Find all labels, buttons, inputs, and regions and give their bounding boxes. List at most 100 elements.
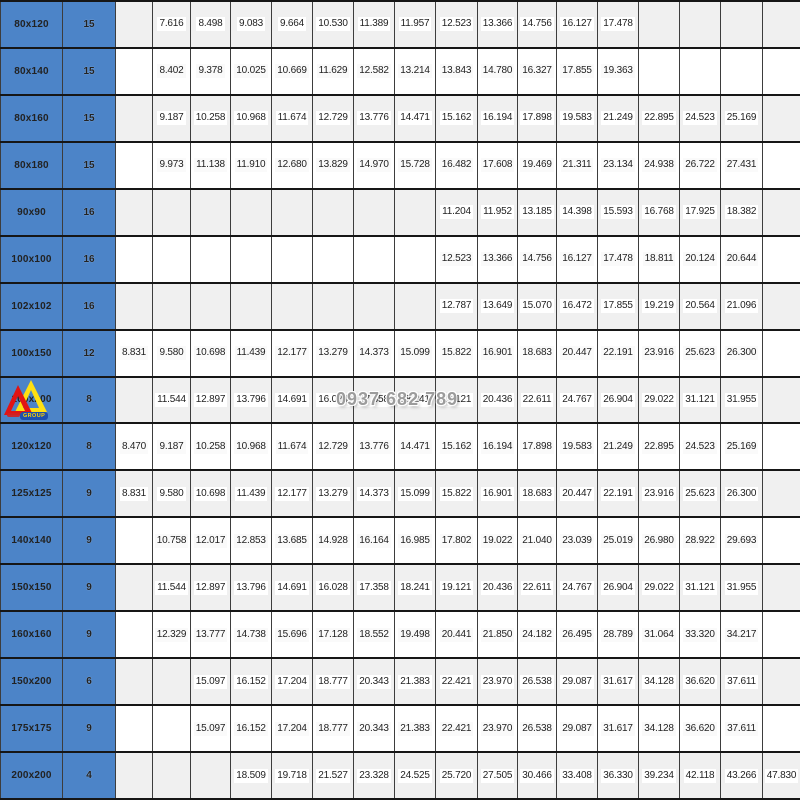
price-cell <box>115 657 153 706</box>
price-cell: 14.756 <box>517 0 557 49</box>
count-cell: 15 <box>62 0 116 49</box>
price-cell: 30.466 <box>517 751 557 800</box>
size-cell: 90x90 <box>0 187 63 237</box>
price-cell: 29.087 <box>556 704 598 753</box>
price-cell: 28.789 <box>597 610 639 659</box>
price-cell: 10.968 <box>230 93 272 143</box>
price-cell: 10.025 <box>230 46 272 96</box>
price-cell: 21.040 <box>517 516 557 565</box>
table-row: 140x140 9 10.758 12.017 12.853 13.685 14.928 16… <box>0 516 800 565</box>
price-cell: 22.895 <box>638 422 680 471</box>
size-cell: 100x100 <box>0 234 63 284</box>
price-cell: 24.767 <box>556 375 598 424</box>
price-cell: 24.938 <box>638 140 680 190</box>
brand-logo: GROUP <box>4 379 52 421</box>
price-cell: 16.901 <box>477 328 518 377</box>
price-cell: 17.478 <box>597 234 639 284</box>
price-cell: 23.328 <box>353 751 395 800</box>
price-cell: 20.447 <box>556 469 598 518</box>
price-cell: 26.904 <box>597 563 639 612</box>
price-cell: 12.787 <box>435 281 478 331</box>
price-cell: 9.664 <box>271 0 313 49</box>
price-cell: 14.398 <box>556 187 598 237</box>
price-cell: 14.970 <box>353 140 395 190</box>
price-cell: 16.152 <box>230 704 272 753</box>
price-cell: 10.698 <box>190 469 231 518</box>
price-cell: 29.022 <box>638 563 680 612</box>
table-row: 100x150 12 8.831 9.580 10.698 11.439 12.177 13.… <box>0 328 800 377</box>
price-cell: 19.583 <box>556 93 598 143</box>
price-cell: 26.538 <box>517 704 557 753</box>
price-cell: 13.366 <box>477 234 518 284</box>
price-cell <box>152 704 191 753</box>
price-cell <box>115 375 153 424</box>
price-cell: 34.128 <box>638 657 680 706</box>
price-cell: 37.611 <box>720 704 763 753</box>
price-cell <box>353 187 395 237</box>
price-cell: 27.431 <box>720 140 763 190</box>
price-cell: 22.421 <box>435 657 478 706</box>
price-cell <box>115 93 153 143</box>
price-cell: 36.330 <box>597 751 639 800</box>
size-cell: 120x120 <box>0 422 63 471</box>
table-row: 80x140 15 8.402 9.378 10.025 10.669 11.629 12.5… <box>0 46 800 96</box>
price-cell: 31.121 <box>679 375 721 424</box>
price-cell: 18.241 <box>394 563 436 612</box>
price-cell: 9.973 <box>152 140 191 190</box>
price-cell <box>230 234 272 284</box>
price-cell: 12.523 <box>435 0 478 49</box>
price-cell: 11.439 <box>230 328 272 377</box>
price-cell <box>762 610 800 659</box>
price-cell: 31.121 <box>679 563 721 612</box>
price-cell: 26.904 <box>597 375 639 424</box>
price-cell <box>638 46 680 96</box>
price-cell: 11.910 <box>230 140 272 190</box>
price-cell: 26.722 <box>679 140 721 190</box>
price-cell: 24.182 <box>517 610 557 659</box>
price-cell: 14.928 <box>312 516 354 565</box>
price-cell: 13.366 <box>477 0 518 49</box>
price-cell: 13.279 <box>312 328 354 377</box>
price-cell: 31.955 <box>720 563 763 612</box>
price-cell <box>152 234 191 284</box>
price-cell: 11.544 <box>152 375 191 424</box>
price-cell: 23.970 <box>477 704 518 753</box>
price-cell: 9.187 <box>152 93 191 143</box>
price-cell: 21.311 <box>556 140 598 190</box>
price-cell <box>762 234 800 284</box>
price-cell: 11.544 <box>152 563 191 612</box>
price-cell: 15.822 <box>435 328 478 377</box>
price-cell: 14.373 <box>353 469 395 518</box>
price-cell: 9.580 <box>152 328 191 377</box>
price-cell: 28.922 <box>679 516 721 565</box>
price-cell <box>190 234 231 284</box>
triangle-logo-icon <box>4 380 47 415</box>
price-cell: 16.127 <box>556 0 598 49</box>
price-cell <box>115 187 153 237</box>
price-cell: 8.498 <box>190 0 231 49</box>
price-cell: 10.258 <box>190 93 231 143</box>
price-cell <box>115 140 153 190</box>
price-cell: 17.802 <box>435 516 478 565</box>
price-cell <box>230 187 272 237</box>
price-cell <box>115 234 153 284</box>
price-cell: 17.358 <box>353 563 395 612</box>
count-cell: 8 <box>62 422 116 471</box>
price-cell <box>115 0 153 49</box>
price-cell: 13.796 <box>230 375 272 424</box>
price-cell <box>720 46 763 96</box>
price-cell: 19.469 <box>517 140 557 190</box>
price-cell: 21.249 <box>597 93 639 143</box>
price-cell: 14.471 <box>394 93 436 143</box>
price-cell: 8.831 <box>115 469 153 518</box>
price-cell: 25.169 <box>720 93 763 143</box>
price-cell: 21.249 <box>597 422 639 471</box>
price-cell: 11.674 <box>271 93 313 143</box>
price-cell: 9.083 <box>230 0 272 49</box>
price-cell: 24.523 <box>679 422 721 471</box>
price-cell: 15.593 <box>597 187 639 237</box>
count-cell: 4 <box>62 751 116 800</box>
price-cell: 17.478 <box>597 0 639 49</box>
price-cell: 43.266 <box>720 751 763 800</box>
price-cell: 11.138 <box>190 140 231 190</box>
